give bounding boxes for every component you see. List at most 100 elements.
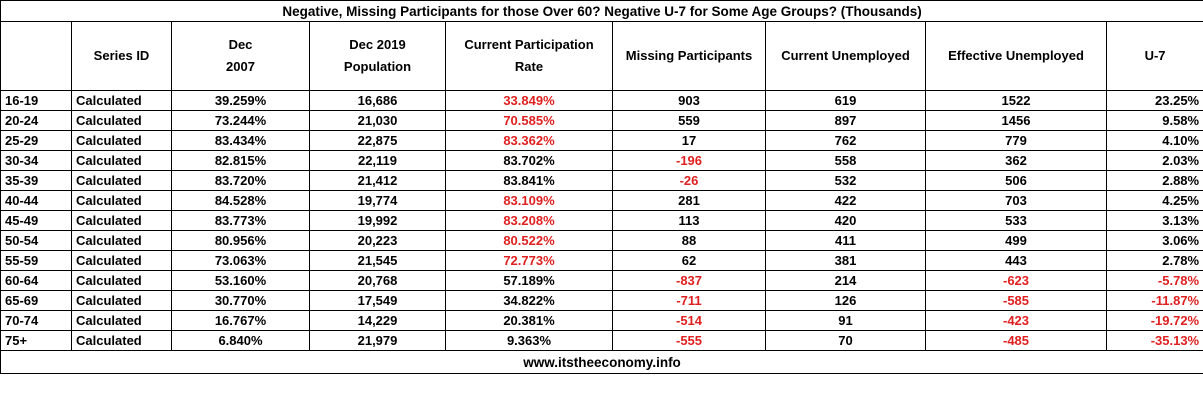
cell-series-id: Calculated bbox=[71, 170, 172, 191]
cell-dec-2007: 84.528% bbox=[171, 190, 310, 211]
column-header-dec-2007: Dec 2007 bbox=[171, 21, 310, 91]
table-row: 35-39 Calculated 83.720% 21,412 83.841% -26 53… bbox=[0, 170, 1203, 191]
cell-age-group: 50-54 bbox=[0, 230, 72, 251]
cell-current-unemployed: 381 bbox=[765, 250, 926, 271]
cell-effective-unemployed: 1522 bbox=[925, 90, 1107, 111]
cell-u7: -5.78% bbox=[1105, 270, 1203, 291]
cell-participation-rate: 34.822% bbox=[445, 290, 613, 311]
cell-population: 22,875 bbox=[309, 130, 446, 151]
cell-u7: 3.06% bbox=[1105, 230, 1203, 251]
cell-series-id: Calculated bbox=[71, 270, 172, 291]
cell-u7: 9.58% bbox=[1105, 110, 1203, 131]
cell-effective-unemployed: -623 bbox=[925, 270, 1107, 291]
cell-current-unemployed: 70 bbox=[765, 330, 926, 351]
cell-u7: 23.25% bbox=[1105, 90, 1203, 111]
cell-age-group: 75+ bbox=[0, 330, 72, 351]
cell-current-unemployed: 897 bbox=[765, 110, 926, 131]
cell-age-group: 20-24 bbox=[0, 110, 72, 131]
cell-participation-rate: 83.109% bbox=[445, 190, 613, 211]
cell-age-group: 70-74 bbox=[0, 310, 72, 331]
cell-age-group: 65-69 bbox=[0, 290, 72, 311]
cell-series-id: Calculated bbox=[71, 150, 172, 171]
cell-population: 16,686 bbox=[309, 90, 446, 111]
table-row: 25-29 Calculated 83.434% 22,875 83.362% 17 762… bbox=[0, 130, 1203, 151]
cell-dec-2007: 73.063% bbox=[171, 250, 310, 271]
cell-effective-unemployed: 703 bbox=[925, 190, 1107, 211]
cell-missing-participants: -555 bbox=[612, 330, 766, 351]
cell-series-id: Calculated bbox=[71, 190, 172, 211]
cell-series-id: Calculated bbox=[71, 210, 172, 231]
cell-current-unemployed: 214 bbox=[765, 270, 926, 291]
table-row: 20-24 Calculated 73.244% 21,030 70.585% 559 89… bbox=[0, 110, 1203, 131]
cell-effective-unemployed: 506 bbox=[925, 170, 1107, 191]
cell-missing-participants: -26 bbox=[612, 170, 766, 191]
data-table: Negative, Missing Participants for those… bbox=[0, 0, 1203, 374]
table-title: Negative, Missing Participants for those… bbox=[0, 0, 1203, 22]
cell-participation-rate: 83.362% bbox=[445, 130, 613, 151]
cell-age-group: 16-19 bbox=[0, 90, 72, 111]
cell-participation-rate: 33.849% bbox=[445, 90, 613, 111]
cell-dec-2007: 82.815% bbox=[171, 150, 310, 171]
table-row: 16-19 Calculated 39.259% 16,686 33.849% 903 61… bbox=[0, 90, 1203, 111]
cell-population: 20,768 bbox=[309, 270, 446, 291]
cell-population: 22,119 bbox=[309, 150, 446, 171]
cell-current-unemployed: 91 bbox=[765, 310, 926, 331]
cell-u7: -19.72% bbox=[1105, 310, 1203, 331]
cell-dec-2007: 39.259% bbox=[171, 90, 310, 111]
cell-effective-unemployed: 443 bbox=[925, 250, 1107, 271]
cell-current-unemployed: 762 bbox=[765, 130, 926, 151]
cell-dec-2007: 80.956% bbox=[171, 230, 310, 251]
cell-missing-participants: 17 bbox=[612, 130, 766, 151]
table-row: 40-44 Calculated 84.528% 19,774 83.109% 281 42… bbox=[0, 190, 1203, 211]
column-header-series-id: Series ID bbox=[71, 21, 172, 91]
cell-participation-rate: 83.208% bbox=[445, 210, 613, 231]
cell-participation-rate: 83.841% bbox=[445, 170, 613, 191]
cell-current-unemployed: 422 bbox=[765, 190, 926, 211]
cell-participation-rate: 83.702% bbox=[445, 150, 613, 171]
table-row: 75+ Calculated 6.840% 21,979 9.363% -555 70 -48… bbox=[0, 330, 1203, 351]
cell-effective-unemployed: 779 bbox=[925, 130, 1107, 151]
cell-effective-unemployed: -423 bbox=[925, 310, 1107, 331]
cell-current-unemployed: 420 bbox=[765, 210, 926, 231]
cell-u7: -11.87% bbox=[1105, 290, 1203, 311]
cell-u7: 2.78% bbox=[1105, 250, 1203, 271]
cell-participation-rate: 9.363% bbox=[445, 330, 613, 351]
cell-population: 19,992 bbox=[309, 210, 446, 231]
table-row: 60-64 Calculated 53.160% 20,768 57.189% -837 2… bbox=[0, 270, 1203, 291]
cell-current-unemployed: 411 bbox=[765, 230, 926, 251]
table-row: 30-34 Calculated 82.815% 22,119 83.702% -196 5… bbox=[0, 150, 1203, 171]
cell-effective-unemployed: 499 bbox=[925, 230, 1107, 251]
cell-participation-rate: 57.189% bbox=[445, 270, 613, 291]
cell-population: 21,030 bbox=[309, 110, 446, 131]
cell-age-group: 40-44 bbox=[0, 190, 72, 211]
cell-missing-participants: 559 bbox=[612, 110, 766, 131]
cell-population: 20,223 bbox=[309, 230, 446, 251]
cell-missing-participants: -514 bbox=[612, 310, 766, 331]
cell-series-id: Calculated bbox=[71, 310, 172, 331]
cell-effective-unemployed: 1456 bbox=[925, 110, 1107, 131]
cell-current-unemployed: 558 bbox=[765, 150, 926, 171]
cell-population: 21,545 bbox=[309, 250, 446, 271]
column-header-missing-participants: Missing Participants bbox=[612, 21, 766, 91]
cell-age-group: 45-49 bbox=[0, 210, 72, 231]
cell-u7: 4.25% bbox=[1105, 190, 1203, 211]
cell-missing-participants: 88 bbox=[612, 230, 766, 251]
cell-participation-rate: 70.585% bbox=[445, 110, 613, 131]
cell-dec-2007: 83.773% bbox=[171, 210, 310, 231]
cell-series-id: Calculated bbox=[71, 330, 172, 351]
cell-series-id: Calculated bbox=[71, 250, 172, 271]
cell-population: 19,774 bbox=[309, 190, 446, 211]
table-row: 45-49 Calculated 83.773% 19,992 83.208% 113 42… bbox=[0, 210, 1203, 231]
cell-participation-rate: 72.773% bbox=[445, 250, 613, 271]
cell-age-group: 30-34 bbox=[0, 150, 72, 171]
cell-population: 14,229 bbox=[309, 310, 446, 331]
cell-current-unemployed: 619 bbox=[765, 90, 926, 111]
cell-effective-unemployed: 533 bbox=[925, 210, 1107, 231]
cell-series-id: Calculated bbox=[71, 110, 172, 131]
column-header-participation-rate: Current Participation Rate bbox=[445, 21, 613, 91]
table-row: 70-74 Calculated 16.767% 14,229 20.381% -514 9… bbox=[0, 310, 1203, 331]
column-header-age bbox=[0, 21, 72, 91]
table-body: 16-19 Calculated 39.259% 16,686 33.849% 903 61… bbox=[0, 90, 1203, 351]
cell-series-id: Calculated bbox=[71, 230, 172, 251]
cell-population: 17,549 bbox=[309, 290, 446, 311]
